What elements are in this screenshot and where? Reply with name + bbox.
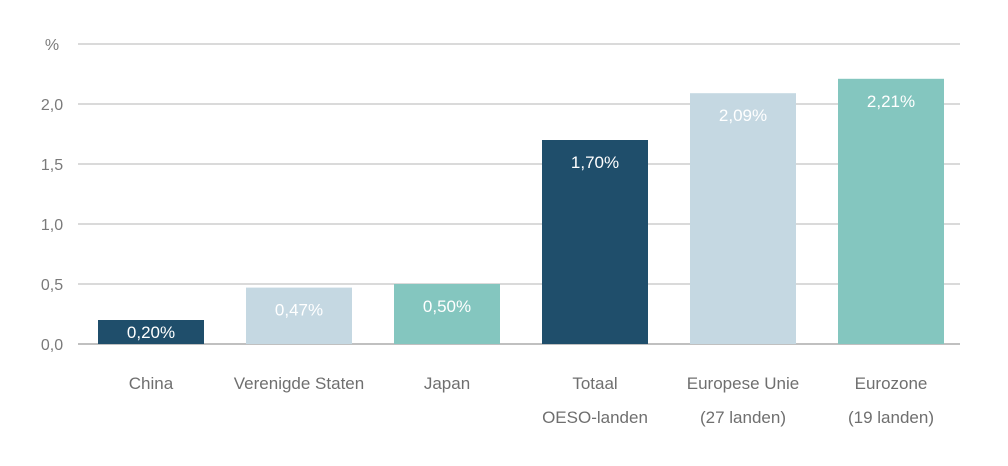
bar-value-label: 0,47%: [275, 301, 323, 320]
category-label: (27 landen): [700, 408, 786, 427]
category-label: Verenigde Staten: [234, 374, 364, 393]
bar-value-label: 1,70%: [571, 153, 619, 172]
bar-value-label: 0,50%: [423, 297, 471, 316]
bar: [394, 284, 500, 344]
bar: [690, 93, 796, 344]
gridlines: [78, 43, 960, 345]
category-label: (19 landen): [848, 408, 934, 427]
category-label: OESO-landen: [542, 408, 648, 427]
bar-value-label: 0,20%: [127, 323, 175, 342]
labels: 0,0 0,5 1,0 1,5 2,0 0,20% China 0,47% Verenigde …: [41, 92, 934, 427]
category-label: Japan: [424, 374, 470, 393]
bar-value-label: 2,21%: [867, 92, 915, 111]
bar: [542, 140, 648, 344]
y-tick-label: 2,0: [41, 97, 63, 114]
y-tick-label: 1,0: [41, 217, 63, 234]
bars: [98, 78, 944, 345]
category-label: Europese Unie: [687, 374, 799, 393]
category-label: Totaal: [572, 374, 617, 393]
bar-value-label: 2,09%: [719, 106, 767, 125]
y-tick-label: 0,0: [41, 337, 63, 354]
bar: [838, 78, 944, 345]
y-tick-label: 0,5: [41, 277, 63, 294]
bar: [246, 287, 352, 344]
y-tick-label: 1,5: [41, 157, 63, 174]
y-axis-unit-label: %: [45, 37, 59, 54]
bar: [98, 320, 204, 344]
category-label: Eurozone: [855, 374, 928, 393]
category-label: China: [129, 374, 174, 393]
